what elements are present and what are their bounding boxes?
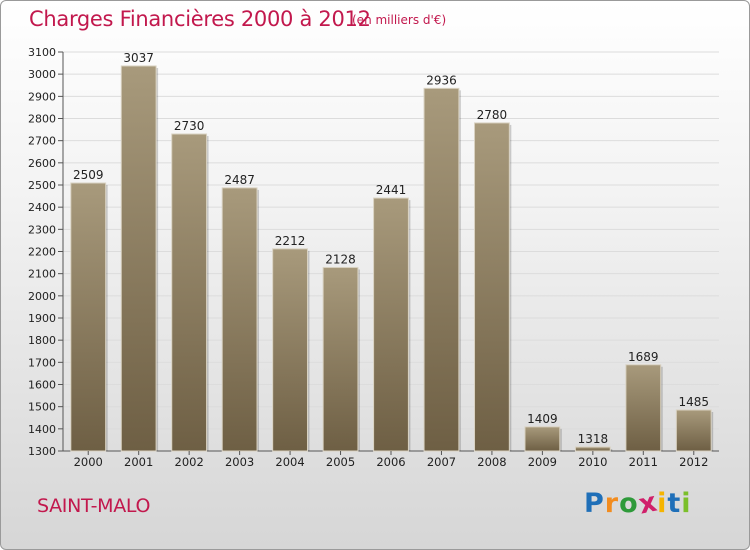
logo-letter: o <box>619 488 639 519</box>
bar <box>373 197 409 452</box>
y-tick-label: 1500 <box>28 401 56 414</box>
bar <box>574 446 611 452</box>
bar <box>171 133 208 452</box>
bar-value-label: 2780 <box>477 108 508 122</box>
bar <box>120 65 157 452</box>
x-tick-label: 2003 <box>225 455 254 469</box>
y-tick-label: 2800 <box>28 113 56 126</box>
bar-value-label: 2936 <box>426 73 457 87</box>
bar <box>221 187 258 452</box>
logo-letter: P <box>584 488 605 519</box>
x-tick-label: 2005 <box>326 455 355 469</box>
x-tick-label: 2010 <box>578 455 607 469</box>
logo-letter: i <box>657 488 668 519</box>
logo-letter: r <box>604 488 620 519</box>
bar-value-label: 2212 <box>275 234 306 248</box>
y-tick-label: 1600 <box>28 379 56 392</box>
bar <box>423 87 460 452</box>
chart-title: Charges Financières 2000 à 2012 <box>29 7 371 31</box>
chart-subtitle: (en milliers d'€) <box>352 13 447 27</box>
y-tick-label: 2300 <box>28 223 56 236</box>
x-tick-label: 2006 <box>376 455 405 469</box>
y-tick-label: 1300 <box>28 445 56 458</box>
bar <box>675 409 712 452</box>
bar-value-label: 1318 <box>578 432 609 446</box>
bar-value-label: 1689 <box>628 350 659 364</box>
x-tick-label: 2004 <box>275 455 304 469</box>
x-tick-label: 2007 <box>427 455 456 469</box>
y-tick-label: 3100 <box>28 46 56 59</box>
y-tick-label: 1800 <box>28 334 56 347</box>
x-tick-label: 2009 <box>528 455 557 469</box>
bar <box>272 248 308 452</box>
bar <box>625 364 662 452</box>
y-tick-label: 2100 <box>28 268 56 281</box>
x-tick-label: 2001 <box>124 455 153 469</box>
bar-value-label: 2128 <box>325 252 356 266</box>
y-tick-label: 2900 <box>28 90 56 103</box>
x-tick-label: 2012 <box>679 455 708 469</box>
bar-value-label: 2730 <box>174 119 205 133</box>
x-tick-label: 2000 <box>74 455 103 469</box>
y-tick-label: 2000 <box>28 290 56 303</box>
bar-value-label: 1409 <box>527 412 558 426</box>
bar <box>524 426 561 452</box>
logo-letter: i <box>681 488 692 519</box>
logo-letter: t <box>667 488 682 519</box>
bar <box>322 266 359 452</box>
city-name: SAINT-MALO <box>37 495 151 517</box>
x-tick-label: 2002 <box>175 455 204 469</box>
y-tick-label: 1400 <box>28 423 56 436</box>
y-tick-label: 3000 <box>28 68 56 81</box>
bar-value-label: 3037 <box>123 51 154 65</box>
x-axis: 2000 2001 2002 2003 2004 2005 2006 2007 2008 2009… <box>74 451 708 469</box>
y-axis: 1300 1400 1500 1600 1700 1800 1900 2000 2100 2200… <box>28 46 719 458</box>
x-tick-label: 2008 <box>477 455 506 469</box>
bar-value-label: 1485 <box>678 395 709 409</box>
bar-value-label: 2487 <box>224 173 255 187</box>
y-tick-label: 2400 <box>28 201 56 214</box>
bar-value-label: 2441 <box>376 183 407 197</box>
bar <box>474 122 510 452</box>
bar <box>70 182 107 452</box>
y-tick-label: 2700 <box>28 135 56 148</box>
proxiti-logo: Proxiti <box>584 486 692 520</box>
y-tick-label: 1900 <box>28 312 56 325</box>
bars: 2509 3037 2730 2487 2212 2128 2441 2936 2780 1409… <box>70 51 714 452</box>
bar-value-label: 2509 <box>73 168 104 182</box>
y-tick-label: 2500 <box>28 179 56 192</box>
y-tick-label: 2600 <box>28 157 56 170</box>
y-tick-label: 1700 <box>28 356 56 369</box>
y-tick-label: 2200 <box>28 246 56 259</box>
x-tick-label: 2011 <box>629 455 658 469</box>
